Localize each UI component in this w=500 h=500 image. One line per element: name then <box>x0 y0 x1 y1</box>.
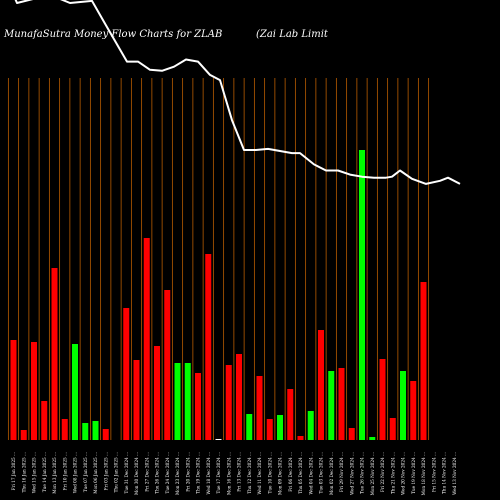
x-tick-label: Mon 18 Nov 2024 ... <box>421 452 426 495</box>
money-flow-bar <box>369 437 376 440</box>
x-tick-label: Mon 23 Dec 2024 ... <box>175 452 180 495</box>
x-tick-label: Fri 10 Jan 2025 ... <box>62 452 67 490</box>
money-flow-bar <box>10 340 17 440</box>
money-flow-bar <box>205 254 212 440</box>
x-tick-label: Tue 07 Jan 2025 ... <box>83 452 88 492</box>
money-flow-bar <box>195 373 201 440</box>
chart-subtitle: (Zai Lab Limit <box>256 29 329 40</box>
money-flow-bar <box>287 389 294 440</box>
price-line-layer <box>14 0 461 185</box>
x-tick-label: Fri 29 Nov 2024 ... <box>339 452 344 492</box>
x-tick-label: Fri 22 Nov 2024 ... <box>380 452 385 492</box>
x-tick-label: Mon 30 Dec 2024 ... <box>134 452 139 495</box>
x-tick-label: Mon 06 Jan 2025 ... <box>93 452 98 494</box>
money-flow-bar <box>123 308 130 440</box>
x-tick-label: Fri 13 Dec 2024 ... <box>237 452 242 492</box>
money-flow-bar <box>277 415 283 440</box>
money-flow-bar <box>338 368 345 440</box>
x-tick-label: Thu 26 Dec 2024 ... <box>155 452 160 494</box>
x-tick-label: Tue 24 Dec 2024 ... <box>165 452 170 493</box>
x-tick-label: Thu 14 Nov 2024 ... <box>442 452 447 494</box>
x-tick-label: Wed 15 Jan 2025 ... <box>32 452 37 493</box>
money-flow-bar <box>51 268 58 440</box>
x-tick-label: Tue 03 Dec 2024 ... <box>319 452 324 493</box>
money-flow-bar <box>133 360 140 440</box>
x-tick-label: Tue 26 Nov 2024 ... <box>360 452 365 494</box>
money-flow-bar <box>328 371 335 440</box>
x-tick-layer: Fri 17 Jan 2025 ... Thu 16 Jan 2025 ... We… <box>11 452 457 495</box>
x-tick-label: Tue 10 Dec 2024 ... <box>267 452 272 493</box>
x-tick-label: Wed 08 Jan 2025 ... <box>73 452 78 493</box>
money-flow-bar <box>410 381 417 440</box>
money-flow-bar <box>379 359 386 440</box>
money-flow-bar <box>266 419 273 440</box>
money-flow-bar <box>164 290 171 440</box>
money-flow-bar <box>102 429 109 440</box>
money-flow-bar <box>154 346 160 440</box>
x-tick-label: Fri 20 Dec 2024 ... <box>185 452 190 492</box>
money-flow-bar <box>92 421 99 440</box>
x-tick-label: Fri 17 Jan 2025 ... <box>11 452 16 490</box>
x-tick-label: Thu 16 Jan 2025 ... <box>21 452 26 492</box>
money-flow-bar <box>236 354 242 440</box>
x-tick-label: Tue 31 Dec 2024 ... <box>124 452 129 493</box>
x-tick-label: Tue 14 Jan 2025 ... <box>42 452 47 492</box>
money-flow-bar <box>20 430 27 440</box>
money-flow-bar <box>72 344 78 440</box>
x-tick-label: Mon 02 Dec 2024 ... <box>329 452 334 495</box>
x-tick-label: Mon 13 Jan 2025 ... <box>52 452 57 494</box>
money-flow-bar <box>82 423 89 440</box>
x-tick-label: Thu 12 Dec 2024 ... <box>247 452 252 494</box>
x-tick-label: Thu 19 Dec 2024 ... <box>196 452 201 494</box>
x-tick-label: Wed 18 Dec 2024 ... <box>206 452 211 495</box>
x-tick-label: Fri 27 Dec 2024 ... <box>144 452 149 492</box>
money-flow-bar <box>174 363 181 440</box>
x-tick-label: Thu 21 Nov 2024 ... <box>390 452 395 494</box>
x-tick-label: Fri 06 Dec 2024 ... <box>288 452 293 492</box>
money-flow-bar <box>61 419 68 440</box>
money-flow-bar <box>256 376 263 440</box>
money-flow-bar <box>400 371 406 440</box>
money-flow-bar <box>215 439 222 440</box>
bar-layer <box>10 150 427 440</box>
x-tick-label: Mon 25 Nov 2024 ... <box>370 452 375 495</box>
x-tick-label: Thu 05 Dec 2024 ... <box>298 452 303 494</box>
x-tick-label: Wed 20 Nov 2024 ... <box>401 452 406 495</box>
money-flow-bar <box>318 330 324 440</box>
money-flow-bar <box>359 150 365 440</box>
x-tick-label: Wed 04 Dec 2024 ... <box>308 452 313 495</box>
money-flow-bar <box>246 414 253 440</box>
price-line <box>14 0 461 185</box>
x-tick-label: Fri 03 Jan 2025 ... <box>103 452 108 490</box>
money-flow-bar <box>31 342 37 440</box>
money-flow-bar <box>225 365 232 440</box>
money-flow-bar <box>297 436 304 440</box>
x-tick-label: Thu 02 Jan 2025 ... <box>114 452 119 492</box>
money-flow-bar <box>420 282 427 440</box>
x-tick-label: Tue 17 Dec 2024 ... <box>216 452 221 493</box>
money-flow-bar <box>41 401 48 440</box>
x-tick-label: Tue 19 Nov 2024 ... <box>411 452 416 494</box>
money-flow-bar <box>389 418 396 440</box>
x-tick-label: Wed 27 Nov 2024 ... <box>349 452 354 495</box>
money-flow-bar <box>184 363 191 440</box>
chart-title: MunafaSutra Money Flow Charts for ZLAB <box>3 29 222 40</box>
x-tick-label: Wed 13 Nov 2024 ... <box>452 452 457 495</box>
money-flow-bar <box>143 238 150 440</box>
grid-layer <box>7 78 430 440</box>
x-tick-label: Mon 09 Dec 2024 ... <box>278 452 283 495</box>
money-flow-bar <box>307 411 314 440</box>
x-tick-label: Fri 15 Nov 2024 ... <box>431 452 436 492</box>
x-tick-label: Mon 16 Dec 2024 ... <box>226 452 231 495</box>
x-tick-label: Wed 11 Dec 2024 ... <box>257 452 262 495</box>
money-flow-bar <box>348 428 355 440</box>
